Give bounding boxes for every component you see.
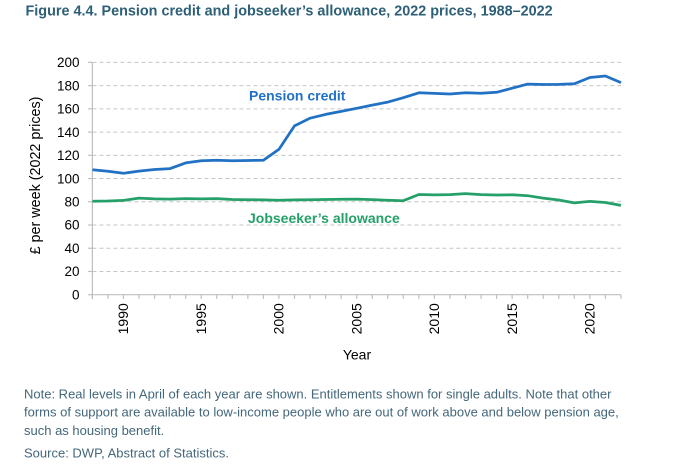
svg-text:140: 140	[57, 125, 80, 140]
svg-text:2010: 2010	[426, 303, 442, 334]
svg-text:Figure 4.4. Pension credit and: Figure 4.4. Pension credit and jobseeker…	[26, 4, 553, 20]
svg-text:2020: 2020	[582, 303, 598, 334]
svg-text:Pension credit: Pension credit	[249, 88, 346, 104]
svg-text:120: 120	[57, 148, 80, 163]
svg-text:£ per week (2022 prices): £ per week (2022 prices)	[28, 97, 44, 255]
svg-text:Note: Real levels in April of: Note: Real levels in April of each year …	[24, 386, 612, 401]
svg-text:2015: 2015	[504, 303, 520, 334]
svg-text:0: 0	[72, 287, 80, 302]
svg-text:80: 80	[64, 194, 79, 209]
svg-text:1990: 1990	[115, 303, 131, 334]
svg-text:200: 200	[57, 55, 80, 70]
svg-text:Jobseeker’s allowance: Jobseeker’s allowance	[248, 210, 400, 226]
svg-text:such as housing benefit.: such as housing benefit.	[24, 423, 164, 438]
svg-text:160: 160	[57, 102, 80, 117]
svg-text:1995: 1995	[193, 303, 209, 334]
svg-text:100: 100	[57, 171, 80, 186]
svg-text:40: 40	[64, 241, 79, 256]
svg-text:180: 180	[57, 78, 80, 93]
svg-text:Year: Year	[343, 346, 372, 362]
svg-text:Source: DWP, Abstract of Stati: Source: DWP, Abstract of Statistics.	[24, 446, 229, 461]
svg-text:forms of support are available: forms of support are available to low-in…	[24, 405, 619, 420]
svg-text:20: 20	[64, 264, 79, 279]
svg-text:2005: 2005	[348, 303, 364, 334]
svg-text:2000: 2000	[271, 303, 287, 334]
svg-text:60: 60	[64, 218, 79, 233]
